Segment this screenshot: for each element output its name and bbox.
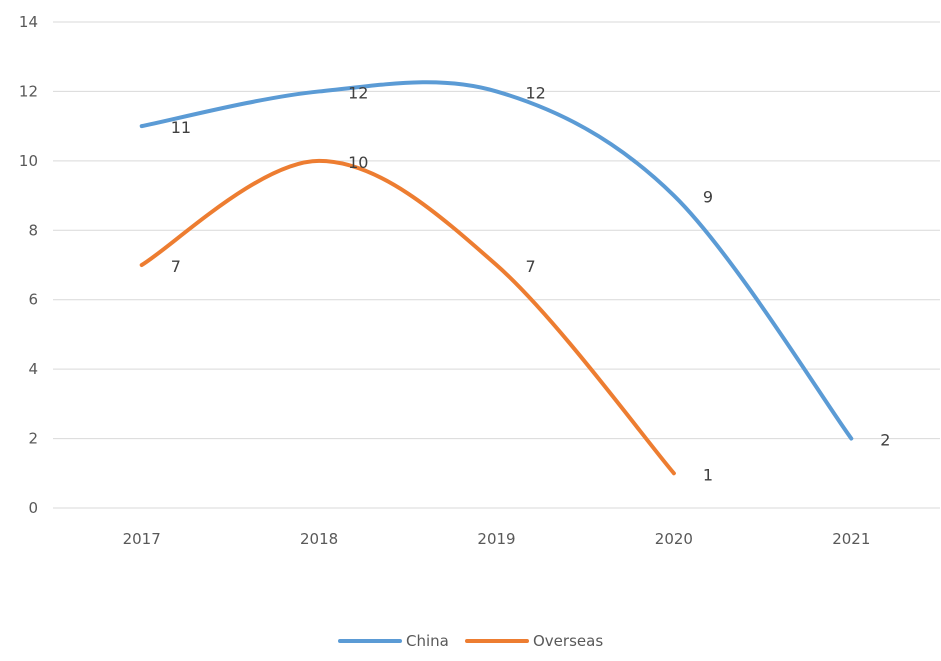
series-line-overseas — [139, 158, 676, 476]
legend-label-china: China — [406, 632, 449, 650]
data-label-overseas-2018: 10 — [348, 153, 368, 172]
data-label-overseas-2019: 7 — [526, 257, 536, 276]
x-tick-label-2021: 2021 — [832, 530, 870, 548]
y-tick-label-4: 4 — [28, 360, 38, 378]
data-labels: 11 12 12 9 2 7 10 7 1 — [171, 83, 891, 484]
data-label-overseas-2017: 7 — [171, 257, 181, 276]
y-tick-label-12: 12 — [19, 82, 38, 100]
data-label-overseas-2020: 1 — [703, 465, 713, 484]
x-tick-label-2019: 2019 — [477, 530, 515, 548]
y-tick-label-8: 8 — [28, 221, 38, 239]
legend-label-overseas: Overseas — [533, 632, 603, 650]
legend: China Overseas — [338, 632, 603, 650]
data-label-china-2021: 2 — [880, 431, 890, 450]
legend-item-china: China — [338, 632, 449, 650]
series-line-china — [139, 80, 854, 441]
legend-item-overseas: Overseas — [465, 632, 603, 650]
y-tick-label-0: 0 — [28, 499, 38, 517]
y-tick-label-6: 6 — [28, 291, 38, 309]
x-axis: 2017 2018 2019 2020 2021 — [123, 530, 871, 548]
x-tick-label-2020: 2020 — [655, 530, 693, 548]
gridlines — [53, 21, 940, 509]
series-lines — [139, 80, 854, 476]
data-label-china-2020: 9 — [703, 188, 713, 207]
y-axis: 0 2 4 6 8 10 12 14 — [19, 13, 38, 517]
data-label-china-2017: 11 — [171, 118, 191, 137]
data-label-china-2019: 12 — [526, 83, 546, 102]
y-tick-label-14: 14 — [19, 13, 38, 31]
x-tick-label-2018: 2018 — [300, 530, 338, 548]
data-label-china-2018: 12 — [348, 83, 368, 102]
y-tick-label-10: 10 — [19, 152, 38, 170]
x-tick-label-2017: 2017 — [123, 530, 161, 548]
y-tick-label-2: 2 — [28, 430, 38, 448]
